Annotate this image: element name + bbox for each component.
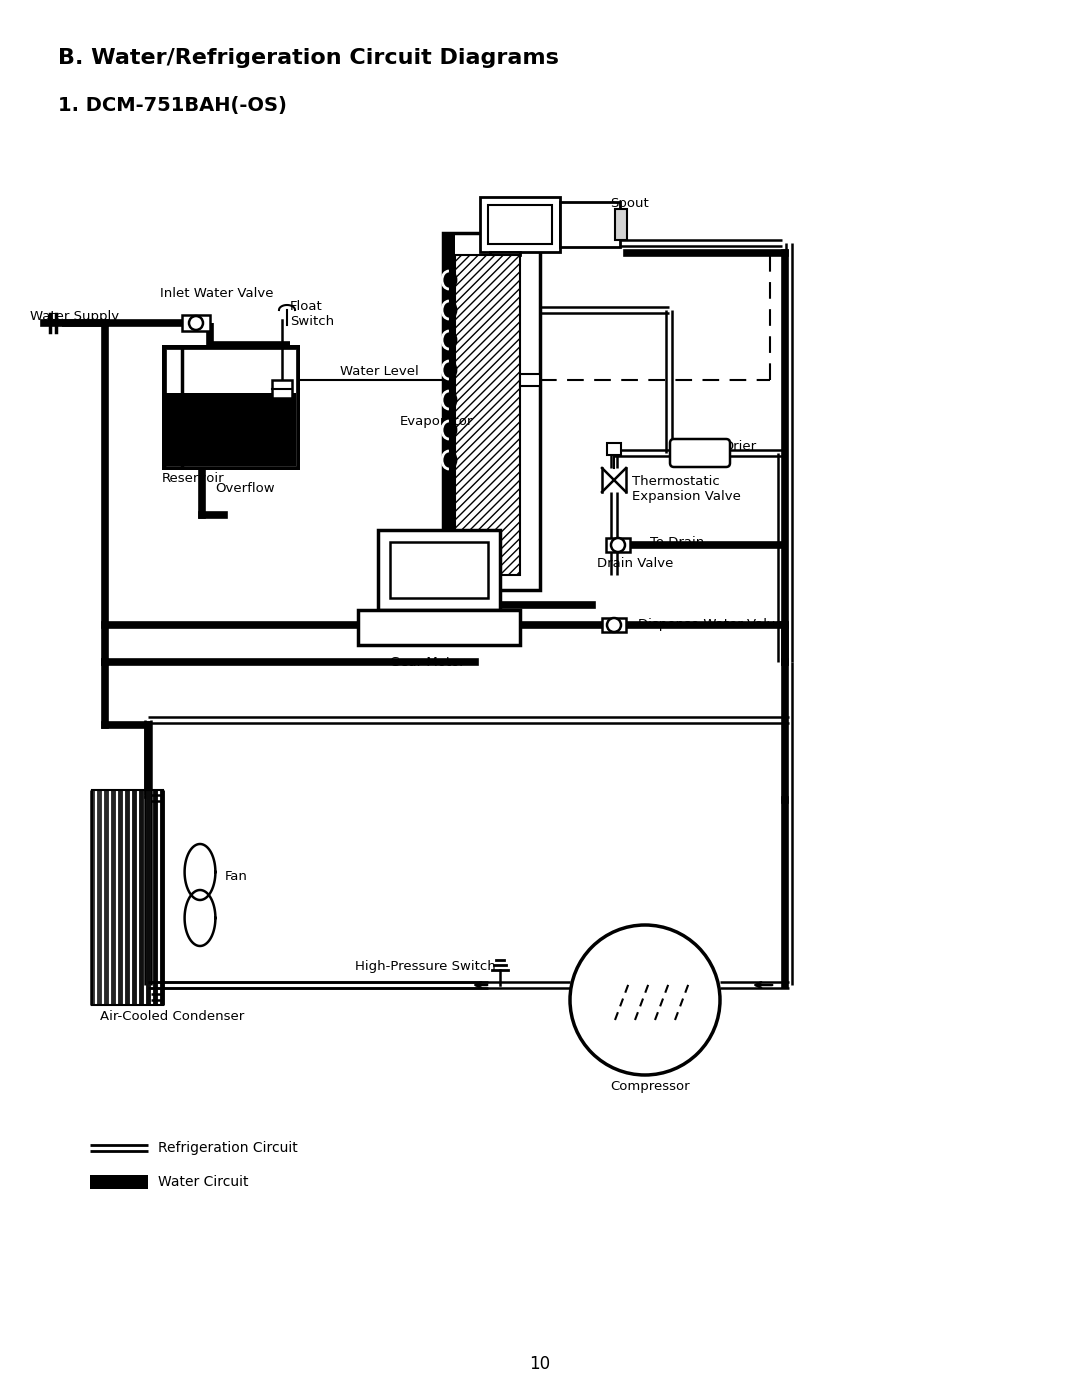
Bar bbox=[166, 349, 296, 467]
Text: Compressor: Compressor bbox=[610, 1080, 690, 1092]
Bar bbox=[443, 233, 540, 590]
Bar bbox=[602, 617, 626, 631]
Text: B. Water/Refrigeration Circuit Diagrams: B. Water/Refrigeration Circuit Diagrams bbox=[58, 47, 558, 68]
Text: Water Level: Water Level bbox=[340, 365, 419, 379]
Text: Drain Valve: Drain Valve bbox=[597, 557, 673, 570]
Text: Water Supply: Water Supply bbox=[30, 310, 119, 323]
Bar bbox=[561, 203, 620, 247]
Text: Refrigeration Circuit: Refrigeration Circuit bbox=[158, 1141, 298, 1155]
Text: Inlet Water Valve: Inlet Water Valve bbox=[160, 286, 273, 300]
Text: Float
Switch: Float Switch bbox=[291, 300, 334, 328]
Text: Reservoir: Reservoir bbox=[162, 472, 225, 485]
Bar bbox=[183, 314, 210, 331]
Bar bbox=[162, 345, 300, 469]
Bar bbox=[378, 529, 500, 610]
Bar bbox=[607, 443, 621, 455]
Text: To Drain: To Drain bbox=[650, 536, 704, 549]
Text: Spout: Spout bbox=[610, 197, 649, 210]
Bar bbox=[480, 197, 561, 251]
Text: Gear Motor: Gear Motor bbox=[390, 657, 464, 669]
Bar bbox=[606, 538, 630, 552]
Text: Dispense Water Valve: Dispense Water Valve bbox=[638, 617, 783, 631]
Bar bbox=[490, 251, 519, 256]
Bar bbox=[443, 233, 455, 590]
Circle shape bbox=[611, 538, 625, 552]
Bar bbox=[272, 380, 292, 398]
Text: Drier: Drier bbox=[724, 440, 757, 453]
Text: High-Pressure Switch: High-Pressure Switch bbox=[355, 960, 496, 972]
Bar bbox=[615, 210, 627, 240]
Bar bbox=[455, 256, 519, 576]
Text: Fan: Fan bbox=[225, 870, 248, 883]
Circle shape bbox=[607, 617, 621, 631]
Circle shape bbox=[189, 316, 203, 330]
Bar bbox=[92, 789, 163, 1004]
Bar bbox=[166, 393, 296, 467]
Bar bbox=[90, 1175, 148, 1189]
Text: Overflow: Overflow bbox=[215, 482, 274, 495]
Text: 1. DCM-751BAH(-OS): 1. DCM-751BAH(-OS) bbox=[58, 96, 287, 115]
Text: Evaporator: Evaporator bbox=[400, 415, 473, 427]
Bar bbox=[519, 374, 540, 386]
Text: Thermostatic
Expansion Valve: Thermostatic Expansion Valve bbox=[632, 475, 741, 503]
Bar bbox=[357, 610, 519, 645]
Bar bbox=[488, 205, 552, 244]
Text: Water Circuit: Water Circuit bbox=[158, 1175, 248, 1189]
Circle shape bbox=[570, 925, 720, 1076]
Text: Air-Cooled Condenser: Air-Cooled Condenser bbox=[100, 1010, 244, 1023]
Bar bbox=[390, 542, 488, 598]
FancyBboxPatch shape bbox=[670, 439, 730, 467]
Text: 10: 10 bbox=[529, 1355, 551, 1373]
